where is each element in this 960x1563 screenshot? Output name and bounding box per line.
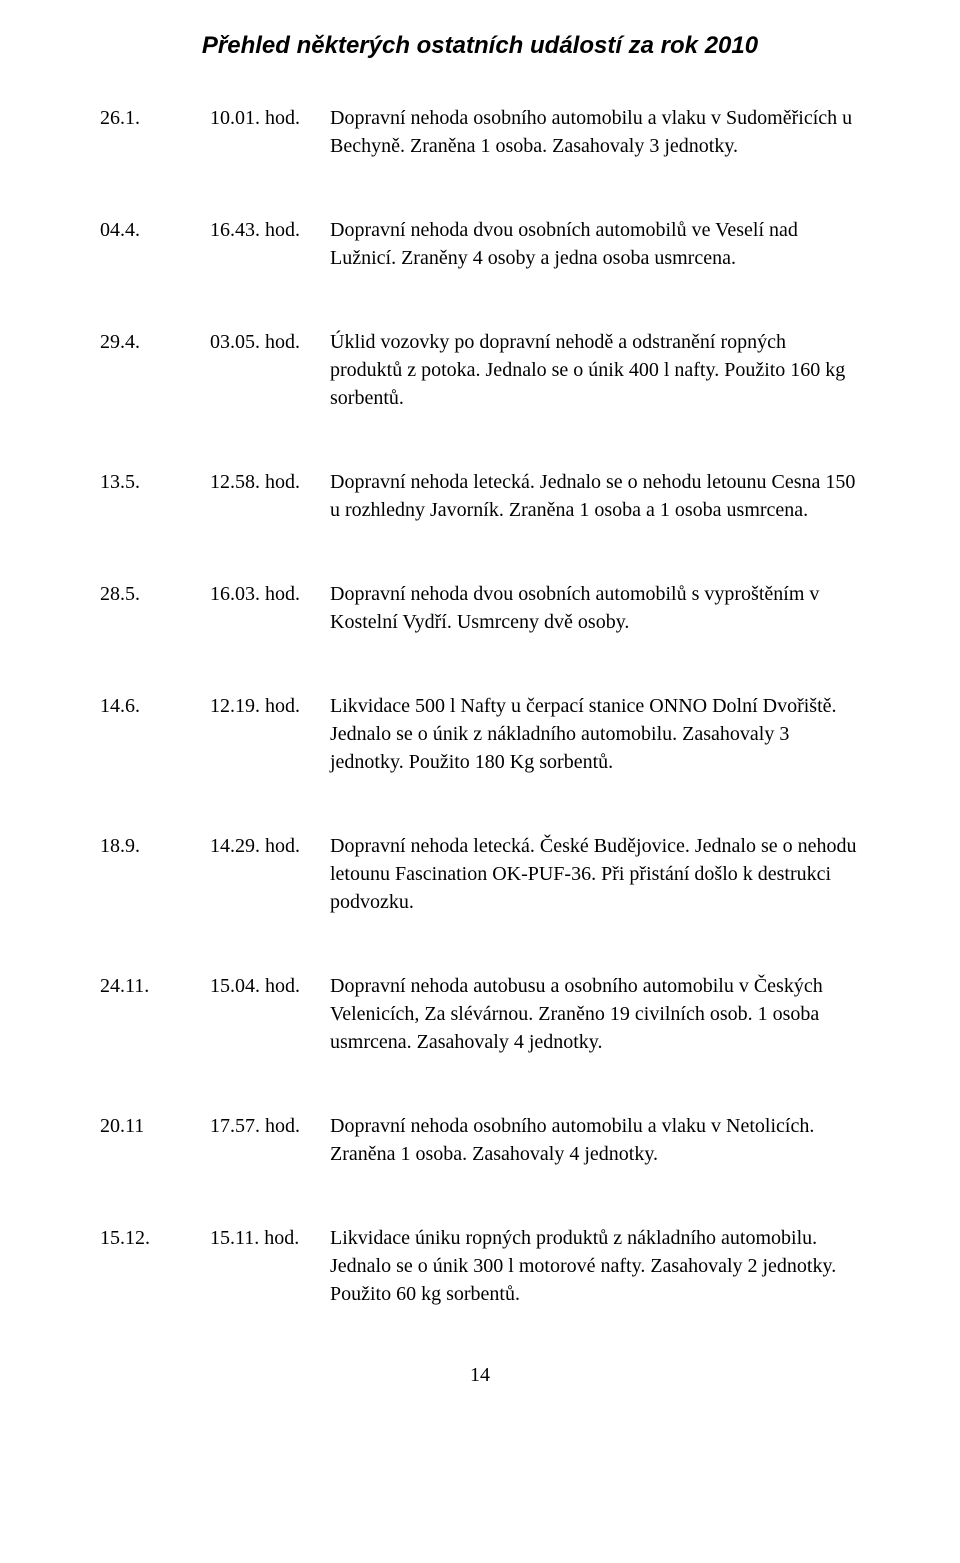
events-list: 26.1.10.01. hod.Dopravní nehoda osobního… xyxy=(100,104,860,1308)
event-row: 14.6.12.19. hod.Likvidace 500 l Nafty u … xyxy=(100,692,860,776)
event-date: 13.5. xyxy=(100,468,210,496)
event-date: 14.6. xyxy=(100,692,210,720)
event-date: 04.4. xyxy=(100,216,210,244)
event-date: 18.9. xyxy=(100,832,210,860)
event-row: 26.1.10.01. hod.Dopravní nehoda osobního… xyxy=(100,104,860,160)
event-text: Dopravní nehoda dvou osobních automobilů… xyxy=(330,216,860,272)
event-text: Dopravní nehoda autobusu a osobního auto… xyxy=(330,972,860,1056)
event-date: 26.1. xyxy=(100,104,210,132)
event-date: 15.12. xyxy=(100,1224,210,1252)
event-row: 15.12.15.11. hod.Likvidace úniku ropných… xyxy=(100,1224,860,1308)
event-row: 18.9.14.29. hod.Dopravní nehoda letecká.… xyxy=(100,832,860,916)
event-row: 20.1117.57. hod.Dopravní nehoda osobního… xyxy=(100,1112,860,1168)
event-time: 12.19. hod. xyxy=(210,692,330,720)
event-time: 15.11. hod. xyxy=(210,1224,330,1252)
event-text: Likvidace úniku ropných produktů z nákla… xyxy=(330,1224,860,1308)
event-text: Dopravní nehoda osobního automobilu a vl… xyxy=(330,104,860,160)
event-date: 28.5. xyxy=(100,580,210,608)
page-number: 14 xyxy=(100,1364,860,1387)
event-time: 16.43. hod. xyxy=(210,216,330,244)
event-row: 24.11.15.04. hod.Dopravní nehoda autobus… xyxy=(100,972,860,1056)
event-text: Dopravní nehoda letecká. Jednalo se o ne… xyxy=(330,468,860,524)
event-time: 17.57. hod. xyxy=(210,1112,330,1140)
event-row: 04.4.16.43. hod.Dopravní nehoda dvou oso… xyxy=(100,216,860,272)
event-text: Dopravní nehoda letecká. České Budějovic… xyxy=(330,832,860,916)
event-text: Likvidace 500 l Nafty u čerpací stanice … xyxy=(330,692,860,776)
event-text: Dopravní nehoda osobního automobilu a vl… xyxy=(330,1112,860,1168)
event-time: 10.01. hod. xyxy=(210,104,330,132)
event-time: 15.04. hod. xyxy=(210,972,330,1000)
event-row: 28.5.16.03. hod.Dopravní nehoda dvou oso… xyxy=(100,580,860,636)
event-time: 14.29. hod. xyxy=(210,832,330,860)
page-title: Přehled některých ostatních událostí za … xyxy=(100,32,860,60)
event-date: 20.11 xyxy=(100,1112,210,1140)
event-row: 13.5.12.58. hod.Dopravní nehoda letecká.… xyxy=(100,468,860,524)
event-text: Úklid vozovky po dopravní nehodě a odstr… xyxy=(330,328,860,412)
event-time: 16.03. hod. xyxy=(210,580,330,608)
event-time: 03.05. hod. xyxy=(210,328,330,356)
event-date: 29.4. xyxy=(100,328,210,356)
event-text: Dopravní nehoda dvou osobních automobilů… xyxy=(330,580,860,636)
event-date: 24.11. xyxy=(100,972,210,1000)
event-time: 12.58. hod. xyxy=(210,468,330,496)
event-row: 29.4.03.05. hod.Úklid vozovky po dopravn… xyxy=(100,328,860,412)
